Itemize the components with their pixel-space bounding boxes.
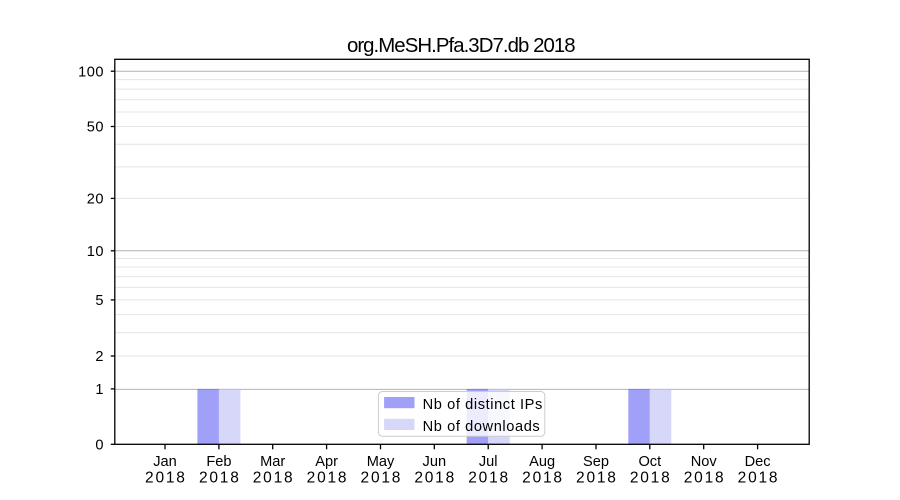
svg-text:20: 20: [87, 192, 104, 208]
svg-text:May: May: [367, 454, 395, 470]
svg-text:Jan: Jan: [153, 454, 177, 470]
svg-text:Apr: Apr: [315, 454, 338, 470]
svg-text:0: 0: [95, 437, 104, 453]
svg-text:2018: 2018: [630, 470, 672, 487]
svg-text:2018: 2018: [414, 470, 456, 487]
svg-text:Dec: Dec: [745, 454, 771, 470]
svg-text:Oct: Oct: [638, 454, 661, 470]
svg-text:2018: 2018: [468, 470, 510, 487]
svg-text:Aug: Aug: [529, 454, 555, 470]
svg-text:2018: 2018: [576, 470, 618, 487]
svg-text:Sep: Sep: [583, 454, 609, 470]
svg-text:org.MeSH.Pfa.3D7.db 2018: org.MeSH.Pfa.3D7.db 2018: [347, 35, 575, 57]
svg-text:1: 1: [95, 382, 104, 398]
svg-text:2018: 2018: [684, 470, 726, 487]
svg-text:10: 10: [87, 244, 104, 260]
svg-text:2018: 2018: [145, 470, 187, 487]
svg-text:50: 50: [87, 120, 104, 136]
svg-text:2: 2: [95, 349, 104, 365]
svg-text:Mar: Mar: [260, 454, 285, 470]
svg-text:2018: 2018: [522, 470, 564, 487]
svg-text:2018: 2018: [307, 470, 349, 487]
svg-text:100: 100: [78, 64, 104, 80]
svg-text:2018: 2018: [738, 470, 780, 487]
svg-text:Nb of distinct IPs: Nb of distinct IPs: [423, 397, 543, 413]
svg-text:2018: 2018: [361, 470, 403, 487]
svg-text:5: 5: [95, 293, 104, 309]
svg-text:Nov: Nov: [691, 454, 718, 470]
svg-text:Nb of downloads: Nb of downloads: [423, 419, 541, 435]
svg-text:Jul: Jul: [479, 454, 498, 470]
svg-text:2018: 2018: [253, 470, 295, 487]
svg-text:Feb: Feb: [206, 454, 231, 470]
svg-text:Jun: Jun: [423, 454, 447, 470]
svg-text:2018: 2018: [199, 470, 241, 487]
